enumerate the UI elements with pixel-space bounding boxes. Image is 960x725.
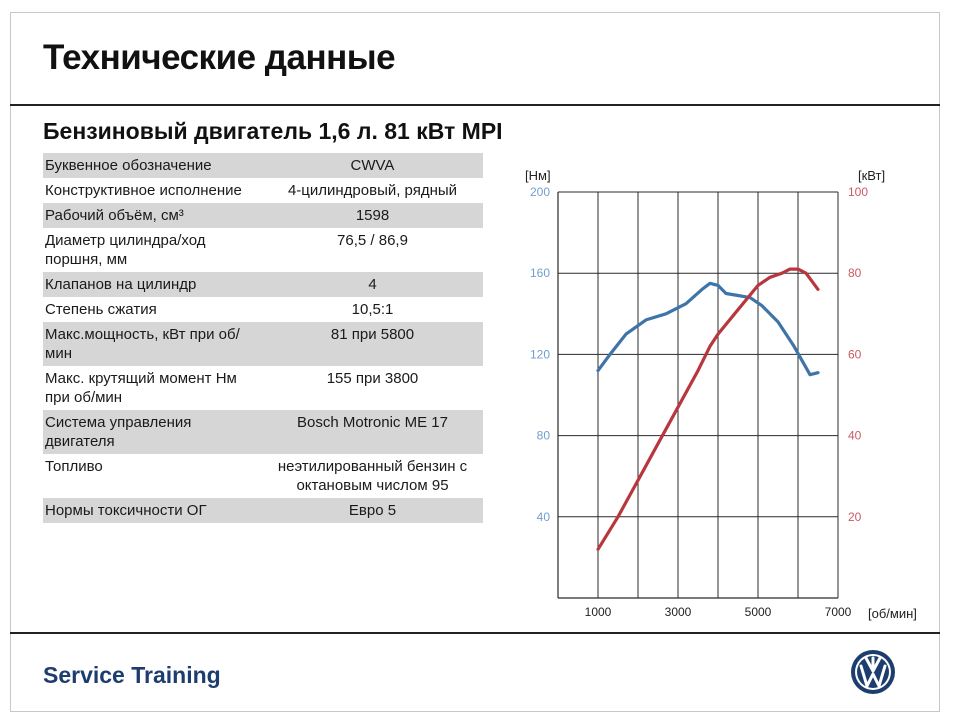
power-series-line bbox=[596, 267, 820, 551]
table-row: Буквенное обозначение CWVA bbox=[43, 153, 483, 178]
spec-value: 4-цилиндровый, рядный bbox=[287, 182, 458, 199]
spec-label: Буквенное обозначение bbox=[43, 153, 263, 178]
spec-value: 1598 bbox=[263, 203, 483, 228]
y-right-tick-label: 60 bbox=[848, 347, 862, 361]
table-row: Конструктивное исполнение 4-цилиндровый,… bbox=[43, 178, 483, 203]
spec-value: 81 при 5800 bbox=[263, 322, 483, 366]
spec-label: Рабочий объём, см³ bbox=[43, 203, 263, 228]
spec-value: 4 bbox=[263, 272, 483, 297]
header-divider bbox=[10, 104, 940, 106]
y-right-axis-label: [кВт] bbox=[858, 168, 885, 183]
spec-label: Конструктивное исполнение bbox=[45, 182, 242, 199]
table-row: Система управления двигателя Bosch Motro… bbox=[43, 410, 483, 454]
y-right-tick-label: 100 bbox=[848, 185, 868, 199]
spec-value: неэтилированный бензин с октановым число… bbox=[277, 458, 468, 494]
spec-label: Система управления двигателя bbox=[43, 410, 263, 454]
slide-frame bbox=[10, 12, 940, 712]
table-row: Макс.мощность, кВт при об/мин 81 при 580… bbox=[43, 322, 483, 366]
x-tick-label: 1000 bbox=[585, 605, 612, 619]
table-row: Клапанов на цилиндр 4 bbox=[43, 272, 483, 297]
torque-power-chart: 40 80 120 160 200 20 40 60 80 100 1000 3000 5000 7000… bbox=[525, 168, 917, 621]
table-row: Топливо неэтилированный бензин с октанов… bbox=[43, 454, 483, 498]
y-left-tick-label: 80 bbox=[537, 429, 551, 443]
y-right-tick-label: 80 bbox=[848, 266, 862, 280]
torque-series-line bbox=[596, 281, 820, 377]
vw-logo-icon bbox=[851, 650, 895, 694]
y-left-tick-label: 200 bbox=[530, 185, 550, 199]
spec-value: Евро 5 bbox=[263, 498, 483, 523]
spec-label: Степень сжатия bbox=[45, 301, 157, 318]
table-row: Диаметр цилиндра/ход поршня, мм 76,5 / 8… bbox=[43, 228, 483, 272]
y-left-axis-label: [Нм] bbox=[525, 168, 551, 183]
spec-label: Диаметр цилиндра/ход поршня, мм bbox=[45, 232, 206, 268]
y-left-tick-label: 40 bbox=[537, 510, 551, 524]
specs-table: Буквенное обозначение CWVA Конструктивно… bbox=[43, 153, 483, 523]
spec-value: 10,5:1 bbox=[351, 301, 394, 318]
y-left-tick-label: 160 bbox=[530, 266, 550, 280]
y-left-tick-label: 120 bbox=[530, 347, 550, 361]
spec-label: Топливо bbox=[45, 458, 103, 475]
page-subtitle: Бензиновый двигатель 1,6 л. 81 кВт MPI bbox=[43, 118, 503, 144]
x-tick-label: 5000 bbox=[745, 605, 772, 619]
x-axis-label: [об/мин] bbox=[868, 606, 917, 621]
y-right-tick-label: 40 bbox=[848, 429, 862, 443]
spec-value: Bosch Motronic ME 17 bbox=[263, 410, 483, 454]
table-row: Нормы токсичности ОГ Евро 5 bbox=[43, 498, 483, 523]
table-row: Степень сжатия 10,5:1 bbox=[43, 297, 483, 322]
spec-value: 155 при 3800 bbox=[326, 370, 419, 387]
spec-value: CWVA bbox=[263, 153, 483, 178]
table-row: Макс. крутящий момент Нм при об/мин 155 … bbox=[43, 366, 483, 410]
spec-label: Макс. крутящий момент Нм при об/мин bbox=[45, 370, 237, 406]
footer-brand: Service Training bbox=[43, 662, 221, 688]
page-title: Технические данные bbox=[43, 38, 396, 77]
spec-label: Клапанов на цилиндр bbox=[43, 272, 263, 297]
spec-label: Макс.мощность, кВт при об/мин bbox=[43, 322, 263, 366]
x-tick-label: 3000 bbox=[665, 605, 692, 619]
spec-label: Нормы токсичности ОГ bbox=[43, 498, 263, 523]
footer-divider bbox=[10, 632, 940, 634]
table-row: Рабочий объём, см³ 1598 bbox=[43, 203, 483, 228]
x-tick-label: 7000 bbox=[825, 605, 852, 619]
spec-value: 76,5 / 86,9 bbox=[337, 232, 408, 249]
y-right-tick-label: 20 bbox=[848, 510, 862, 524]
